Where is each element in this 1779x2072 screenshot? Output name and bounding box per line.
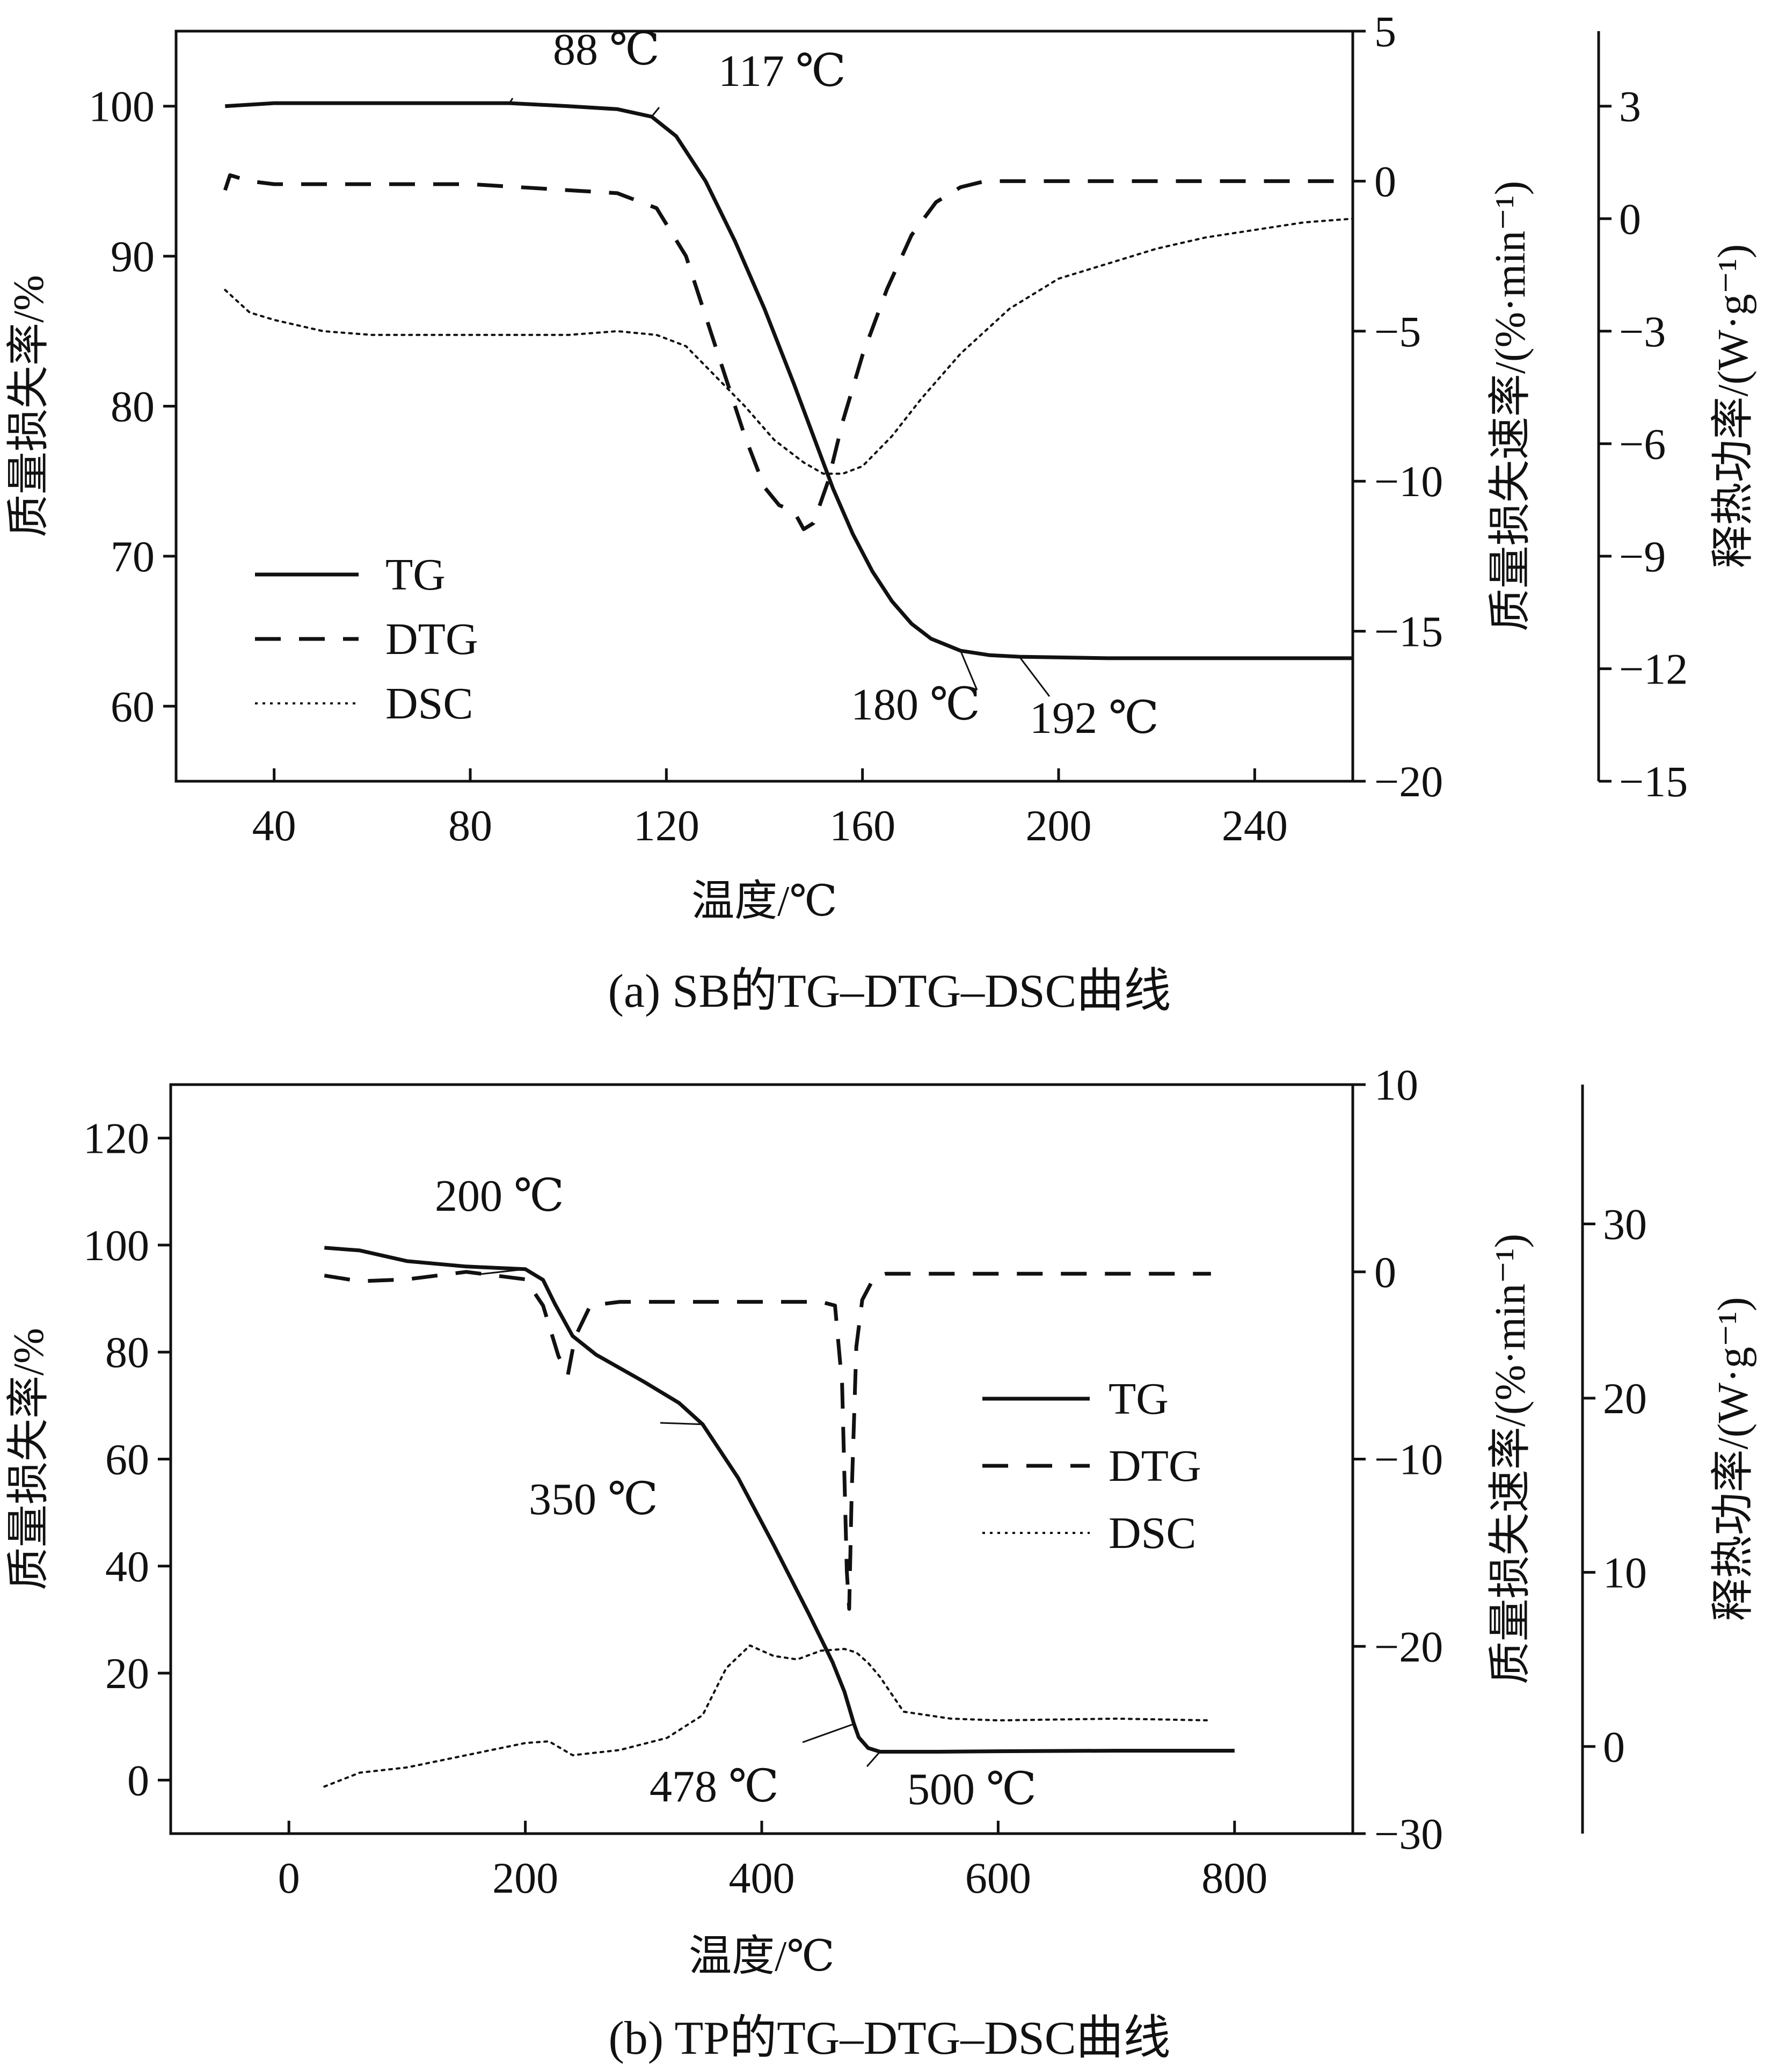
series-tg-line bbox=[225, 101, 1353, 660]
x-axis-label: 温度/℃ bbox=[689, 1933, 835, 1980]
y1-tick-label: 70 bbox=[111, 532, 155, 581]
y3-tick-label: 20 bbox=[1603, 1374, 1647, 1423]
y1-tick-label: 80 bbox=[111, 382, 155, 431]
x-tick-label: 400 bbox=[729, 1853, 795, 1902]
y3-tick-label: 10 bbox=[1603, 1548, 1647, 1597]
y1-tick-label: 120 bbox=[83, 1114, 149, 1163]
annotation-label: 180 ℃ bbox=[851, 680, 980, 730]
y2-tick-label: 5 bbox=[1374, 7, 1396, 56]
annotation-label: 200 ℃ bbox=[435, 1171, 564, 1221]
y2-tick-label: 0 bbox=[1374, 157, 1396, 206]
legend-label-tg: TG bbox=[1109, 1374, 1169, 1424]
annotation-label: 117 ℃ bbox=[718, 46, 846, 96]
legend-label-dtg: DTG bbox=[385, 614, 478, 664]
annotation-label: 350 ℃ bbox=[529, 1474, 658, 1524]
annotation-leader bbox=[1018, 656, 1051, 697]
panel-a: 40 80 120 160 200 240 温度/℃ 60 70 80 90 100 5 0 −5 −10 −1… bbox=[5, 7, 1757, 1017]
y2-tick-label: 10 bbox=[1374, 1060, 1418, 1109]
legend-label-tg: TG bbox=[385, 550, 446, 600]
y3-axis-label: 释热功率/(W·g⁻¹) bbox=[1710, 1297, 1757, 1622]
legend-label-dsc: DSC bbox=[1109, 1508, 1196, 1558]
y3-tick-label: −12 bbox=[1619, 644, 1688, 693]
x-tick-label: 80 bbox=[448, 801, 492, 850]
x-tick-label: 160 bbox=[829, 801, 895, 850]
y1-tick-label: 20 bbox=[105, 1649, 149, 1698]
annotation-label: 192 ℃ bbox=[1030, 693, 1159, 743]
y1-tick-label: 90 bbox=[111, 232, 155, 281]
plot-frame bbox=[174, 30, 1354, 783]
x-tick-label: 240 bbox=[1222, 801, 1288, 850]
x-tick-label: 600 bbox=[965, 1853, 1031, 1902]
y1-tick-label: 60 bbox=[111, 682, 155, 731]
annotation-leader bbox=[508, 98, 514, 104]
y1-tick-label: 40 bbox=[105, 1542, 149, 1591]
annotation-leader bbox=[866, 1751, 881, 1767]
y2-tick-label: −20 bbox=[1374, 757, 1443, 806]
x-tick-label: 40 bbox=[252, 801, 296, 850]
y2-tick-label: 0 bbox=[1374, 1248, 1396, 1297]
y1-tick-label: 80 bbox=[105, 1328, 149, 1377]
y2-tick-label: −10 bbox=[1374, 1435, 1443, 1484]
annotation-leader bbox=[959, 650, 978, 690]
x-tick-label: 800 bbox=[1201, 1853, 1267, 1902]
legend-label-dsc: DSC bbox=[385, 679, 473, 729]
y2-tick-label: −30 bbox=[1374, 1809, 1443, 1858]
y1-tick-label: 100 bbox=[89, 82, 155, 131]
y3-axis-label: 释热功率/(W·g⁻¹) bbox=[1710, 244, 1757, 569]
series-dsc-line bbox=[323, 1644, 1212, 1788]
series-dtg-line bbox=[324, 1270, 1211, 1611]
annotation-leader bbox=[660, 1422, 703, 1426]
panel-caption: (a) SB的TG–DTG–DSC曲线 bbox=[608, 965, 1171, 1017]
y1-axis-label: 质量损失率/% bbox=[5, 1328, 53, 1590]
y1-tick-label: 0 bbox=[127, 1756, 149, 1805]
legend-label-dtg: DTG bbox=[1109, 1441, 1201, 1491]
y3-tick-label: −6 bbox=[1619, 419, 1666, 468]
x-tick-label: 0 bbox=[278, 1853, 300, 1902]
y2-tick-label: −5 bbox=[1374, 307, 1421, 356]
x-axis-label: 温度/℃ bbox=[691, 878, 837, 925]
annotation-label: 88 ℃ bbox=[553, 25, 660, 75]
x-tick-label: 200 bbox=[492, 1853, 558, 1902]
y3-tick-label: −3 bbox=[1619, 307, 1666, 356]
y3-tick-label: 0 bbox=[1619, 194, 1641, 243]
series-tg-line bbox=[324, 1246, 1235, 1754]
y3-tick-label: 3 bbox=[1619, 82, 1641, 131]
y3-tick-label: 0 bbox=[1603, 1722, 1625, 1771]
panel-caption: (b) TP的TG–DTG–DSC曲线 bbox=[608, 2012, 1170, 2064]
x-tick-label: 200 bbox=[1026, 801, 1092, 850]
y3-tick-label: −9 bbox=[1619, 532, 1666, 581]
y1-tick-label: 60 bbox=[105, 1435, 149, 1484]
annotation-leader bbox=[802, 1723, 855, 1743]
annotation-leader bbox=[651, 107, 660, 118]
y2-axis-label: 质量损失速率/(%·min⁻¹) bbox=[1487, 1234, 1534, 1684]
y3-tick-label: −15 bbox=[1619, 757, 1688, 806]
y1-axis-label: 质量损失率/% bbox=[5, 275, 53, 537]
x-tick-label: 120 bbox=[633, 801, 699, 850]
panel-b: 0 200 400 600 800温度/℃020406080100120100−10−2… bbox=[5, 1060, 1757, 2064]
y2-tick-label: −15 bbox=[1374, 607, 1443, 656]
y2-tick-label: −10 bbox=[1374, 457, 1443, 506]
y1-tick-label: 100 bbox=[83, 1221, 149, 1270]
y2-axis-label: 质量损失速率/(%·min⁻¹) bbox=[1487, 181, 1534, 631]
series-dsc-line bbox=[224, 217, 1354, 475]
annotation-label: 478 ℃ bbox=[650, 1762, 779, 1812]
y3-tick-label: 30 bbox=[1603, 1200, 1647, 1249]
series-dtg-line bbox=[223, 173, 1353, 532]
annotation-leader bbox=[480, 1268, 526, 1275]
annotation-label: 500 ℃ bbox=[907, 1764, 1037, 1814]
y2-tick-label: −20 bbox=[1374, 1622, 1443, 1671]
